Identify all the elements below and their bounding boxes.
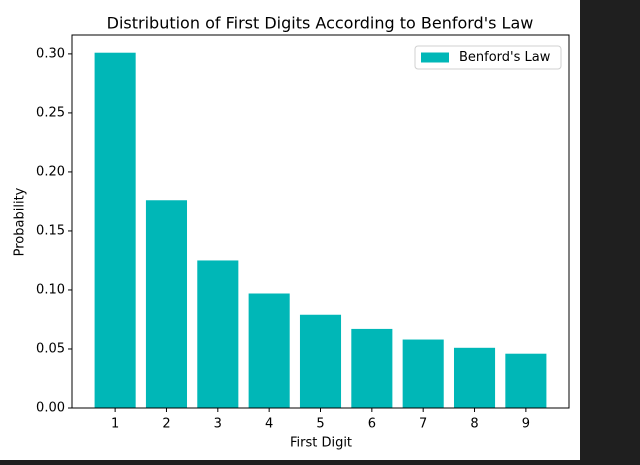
x-tick-label: 4 bbox=[265, 417, 273, 432]
x-tick-label: 2 bbox=[162, 417, 170, 432]
bar bbox=[299, 314, 342, 408]
x-tick-label: 6 bbox=[368, 417, 376, 432]
x-tick-label: 9 bbox=[522, 417, 530, 432]
x-tick-label: 1 bbox=[111, 417, 119, 432]
y-axis-label: Probability bbox=[13, 187, 28, 256]
y-tick-label: 0.15 bbox=[36, 223, 65, 238]
y-tick-label: 0.20 bbox=[36, 164, 65, 179]
bar bbox=[94, 52, 136, 409]
bar bbox=[197, 260, 239, 408]
bar bbox=[248, 293, 290, 408]
x-tick-label: 7 bbox=[419, 417, 427, 432]
y-tick-label: 0.05 bbox=[36, 341, 65, 356]
y-tick-label: 0.30 bbox=[36, 46, 65, 61]
bar bbox=[402, 339, 444, 408]
x-tick-label: 5 bbox=[316, 417, 324, 432]
y-tick-label: 0.00 bbox=[36, 401, 65, 416]
bar bbox=[351, 328, 393, 408]
bar bbox=[453, 347, 496, 408]
bar bbox=[145, 200, 188, 408]
chart-title: Distribution of First Digits According t… bbox=[107, 14, 534, 33]
bar bbox=[505, 353, 547, 408]
legend-box bbox=[414, 45, 562, 70]
x-axis-label: First Digit bbox=[290, 436, 352, 451]
y-tick-label: 0.25 bbox=[36, 105, 65, 120]
legend-swatch bbox=[421, 52, 449, 63]
x-tick-label: 8 bbox=[470, 417, 478, 432]
y-tick-label: 0.10 bbox=[36, 282, 65, 297]
legend-label: Benford's Law bbox=[459, 50, 551, 65]
x-tick-label: 3 bbox=[214, 417, 222, 432]
